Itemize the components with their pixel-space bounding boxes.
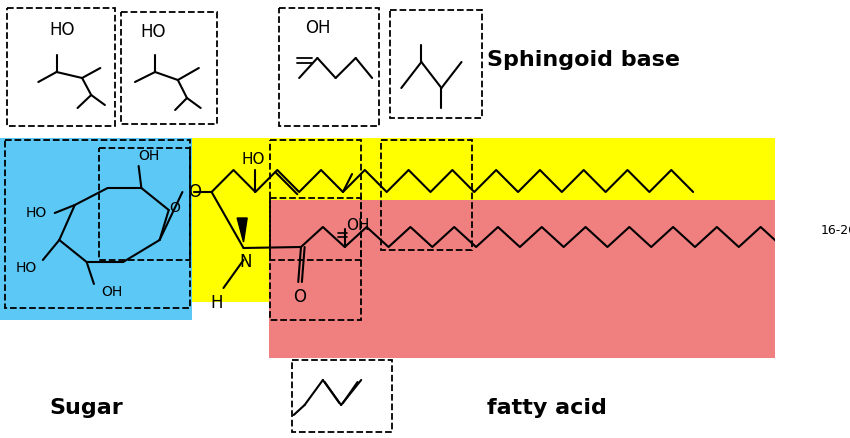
Text: Sphingoid base: Sphingoid base bbox=[487, 50, 680, 70]
Bar bbox=[269, 200, 775, 358]
Bar bbox=[390, 10, 482, 118]
Text: OH: OH bbox=[101, 285, 122, 299]
Text: OH: OH bbox=[346, 218, 369, 233]
Text: H: H bbox=[210, 294, 223, 312]
Text: N: N bbox=[239, 253, 252, 271]
Text: O: O bbox=[169, 201, 179, 215]
Text: HO: HO bbox=[241, 152, 265, 167]
Text: fatty acid: fatty acid bbox=[487, 398, 607, 418]
Bar bbox=[292, 360, 392, 432]
Text: 16-26: 16-26 bbox=[821, 225, 850, 237]
Bar bbox=[8, 8, 115, 126]
Text: HO: HO bbox=[49, 21, 75, 39]
Text: HO: HO bbox=[26, 206, 47, 220]
Bar bbox=[270, 140, 361, 260]
Bar bbox=[0, 138, 191, 320]
Polygon shape bbox=[237, 218, 247, 242]
Text: O: O bbox=[188, 183, 201, 201]
Bar bbox=[99, 148, 190, 260]
Text: OH: OH bbox=[138, 149, 159, 163]
Bar bbox=[279, 8, 379, 126]
Text: OH: OH bbox=[304, 19, 330, 37]
Text: HO: HO bbox=[16, 261, 37, 275]
Bar bbox=[122, 12, 217, 124]
Text: O: O bbox=[292, 288, 306, 306]
Bar bbox=[4, 140, 190, 308]
Text: Sugar: Sugar bbox=[50, 398, 123, 418]
Bar bbox=[382, 140, 473, 250]
Bar bbox=[189, 138, 775, 302]
Bar bbox=[270, 198, 361, 320]
Text: HO: HO bbox=[140, 23, 166, 41]
